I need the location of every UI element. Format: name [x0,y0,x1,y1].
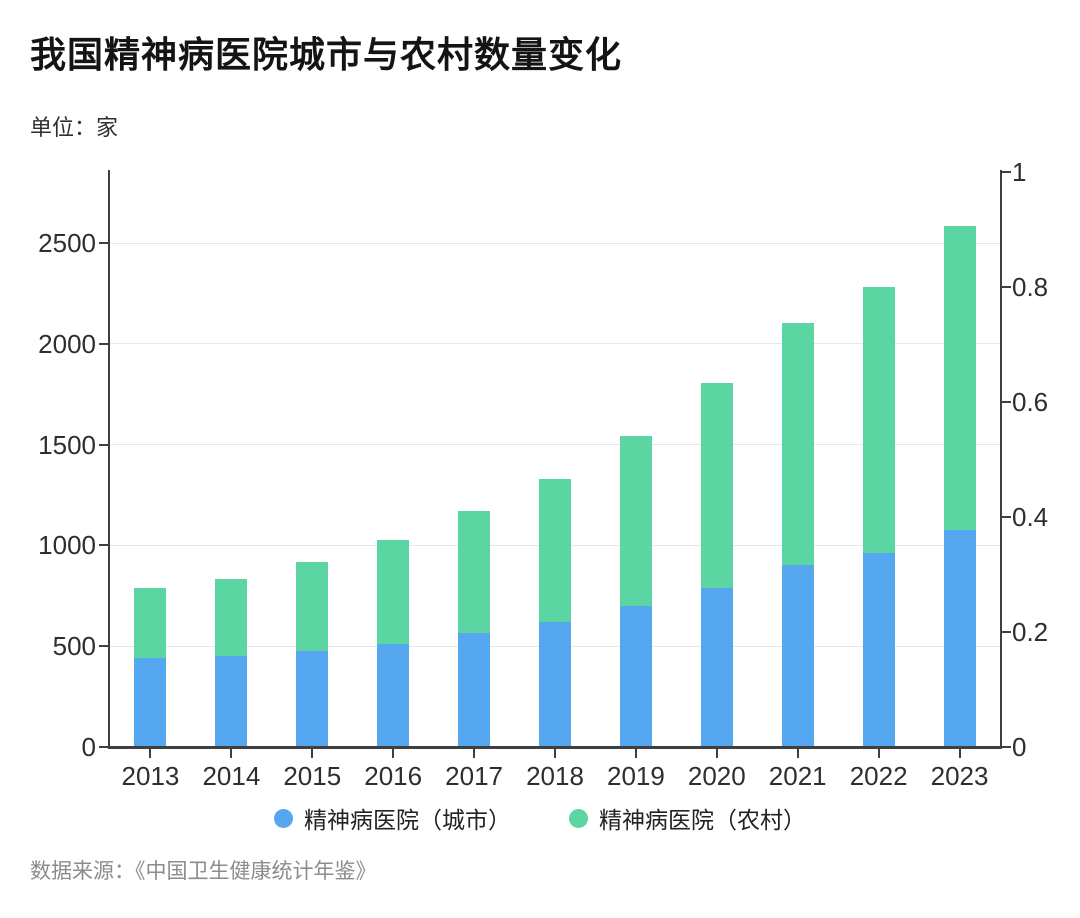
gridline-2500 [110,242,1000,244]
bar-2014-rural[interactable] [215,579,248,657]
x-axis-line [108,746,1002,749]
bar-2017-city[interactable] [458,633,491,746]
x-label-2015: 2015 [283,761,342,791]
bar-2022-city[interactable] [862,553,895,746]
x-tick-2022 [877,749,880,758]
city-series-dot-icon [274,808,293,828]
bar-2013-rural[interactable] [134,587,167,658]
y-right-tick-0.6 [1002,401,1011,403]
x-label-2020: 2020 [687,761,746,791]
y-left-tick-1500 [99,443,108,446]
bar-2015-city[interactable] [296,650,329,746]
bar-2014-city[interactable] [215,656,248,746]
y-right-label-0: 0 [1012,732,1027,762]
y-left-tick-0 [99,746,108,748]
y-right-tick-0.2 [1002,631,1011,633]
y-right-label-0.4: 0.4 [1012,502,1049,532]
bar-2020-rural[interactable] [700,382,733,589]
y-right-label-1: 1 [1012,157,1027,187]
y-right-label-0.6: 0.6 [1012,387,1049,417]
y-left-tick-500 [99,645,108,648]
y-left-tick-2500 [99,242,108,244]
data-source: 数据来源：《中国卫生健康统计年鉴》 [30,860,377,883]
y-axis-left-line [108,170,110,749]
bar-2019-city[interactable] [619,606,652,746]
x-label-2022: 2022 [849,761,908,791]
bar-2019-rural[interactable] [619,435,652,607]
y-left-label-1000: 1000 [38,530,96,561]
rural-series-dot-icon [569,808,588,828]
x-label-2023: 2023 [930,761,989,791]
chart-legend: 精神病医院（城市） 精神病医院（农村） [0,801,1080,835]
x-tick-2015 [311,749,314,758]
gridline-2000 [110,343,1000,345]
y-left-label-1500: 1500 [38,429,96,460]
y-right-tick-1 [1002,171,1011,173]
bar-2022-rural[interactable] [862,286,895,554]
legend-label-city: 精神病医院（城市） [304,807,511,833]
x-tick-2019 [634,749,637,758]
x-label-2017: 2017 [445,761,503,791]
legend-item-city[interactable]: 精神病医院（城市） [274,801,511,835]
y-left-label-2000: 2000 [38,328,96,359]
bar-2023-city[interactable] [943,529,976,746]
x-tick-2017 [473,749,476,758]
x-tick-2021 [796,749,799,758]
y-left-tick-1000 [99,544,108,547]
gridline-1500 [110,444,1000,446]
y-right-label-0.2: 0.2 [1012,617,1049,647]
y-right-tick-0.4 [1002,516,1011,518]
bar-2013-city[interactable] [134,657,167,746]
y-left-label-0: 0 [81,732,96,762]
x-label-2013: 2013 [121,761,180,791]
bar-2021-rural[interactable] [781,323,814,566]
legend-item-rural[interactable]: 精神病医院（农村） [569,801,806,835]
x-label-2018: 2018 [526,761,584,791]
x-label-2014: 2014 [202,761,261,791]
y-right-tick-0.8 [1002,286,1011,288]
x-tick-2013 [149,749,152,758]
x-tick-2023 [958,749,961,758]
y-axis-right-line [1000,170,1002,749]
y-right-label-0.8: 0.8 [1012,272,1049,302]
y-right-tick-0 [1002,746,1011,748]
bar-2017-rural[interactable] [458,511,491,634]
bar-2016-city[interactable] [377,644,410,746]
bar-2015-rural[interactable] [296,561,329,651]
x-tick-2018 [554,749,556,758]
x-tick-2014 [230,749,233,758]
bar-2016-rural[interactable] [377,540,410,645]
bar-2023-rural[interactable] [943,226,976,530]
x-label-2021: 2021 [768,761,827,791]
chart-title: 我国精神病医院城市与农村数量变化 [30,34,623,75]
bar-2018-rural[interactable] [539,479,571,622]
unit-label: 单位：家 [30,115,119,140]
legend-label-rural: 精神病医院（农村） [599,807,806,833]
bar-2018-city[interactable] [539,622,571,746]
x-label-2016: 2016 [364,761,423,791]
y-left-tick-2000 [99,342,108,345]
x-tick-2020 [715,749,718,758]
bar-2020-city[interactable] [700,588,733,746]
x-tick-2016 [392,749,395,758]
x-label-2019: 2019 [606,761,665,791]
bar-2021-city[interactable] [781,565,814,746]
y-left-label-2500: 2500 [38,228,96,258]
y-left-label-500: 500 [52,631,96,662]
